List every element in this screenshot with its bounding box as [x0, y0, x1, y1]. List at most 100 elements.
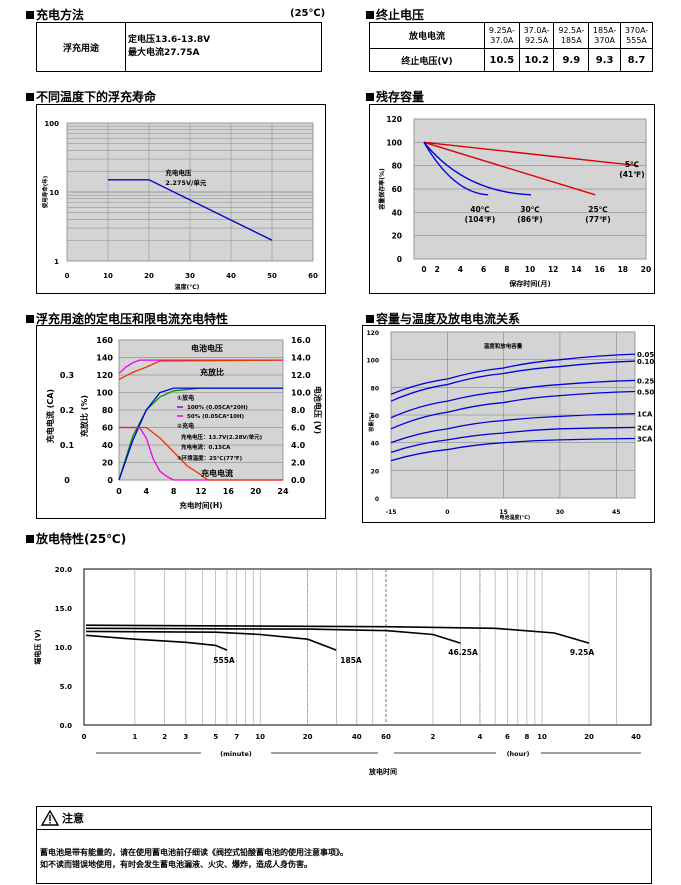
y-axis-label: 容量保存率(%) — [378, 168, 386, 211]
series-label: 3CA — [637, 436, 653, 444]
series-label: 0.50CA — [637, 388, 654, 396]
notice-title: 注意 — [62, 812, 84, 825]
y-volt-tick-label: 10.0 — [291, 389, 311, 398]
y-volt-tick-label: 12.0 — [291, 371, 311, 380]
x-tick-label: 6 — [481, 265, 486, 274]
series-label: (41℉) — [619, 170, 644, 179]
x-tick-label: 2 — [435, 265, 440, 274]
cutoff-voltage-cell: 8.7 — [620, 48, 653, 72]
cutoff-current-cell: 9.25A- 37.0A — [484, 22, 520, 49]
x-tick-label: 30 — [556, 509, 564, 516]
series-label: 5℃ — [625, 160, 639, 169]
x-axis-label: 电池温度(℃) — [500, 514, 531, 521]
x-tick-label: 18 — [618, 265, 628, 274]
charge-method-table: 浮充用途 定电压13.6-13.8V 最大电流27.75A — [36, 22, 322, 72]
series-label: 30℃ — [520, 205, 540, 214]
y-pct-axis-label: 充放比 (%) — [79, 395, 89, 437]
y-tick-label: 20 — [392, 232, 402, 241]
y-tick-label: 60 — [392, 185, 402, 194]
x-minute-tick-label: 5 — [213, 733, 218, 741]
life-series-line — [108, 179, 273, 241]
y-tick-label: 1 — [54, 258, 59, 266]
legend-entry: 充电电压：13.7V(2.28V/单元) — [181, 433, 263, 441]
float-life-title: 不同温度下的浮充寿命 — [26, 88, 156, 105]
cutoff-table: 放电电流 9.25A- 37.0A 37.0A- 92.5A 92.5A- 18… — [369, 22, 653, 72]
y-pct-tick-label: 20 — [102, 459, 114, 468]
notice-line-1: 蓄电池是带有能量的，请在使用蓄电池前仔细读《阀控式铅酸蓄电池的使用注意事项》。 — [40, 848, 348, 857]
cutoff-title: 终止电压 — [366, 6, 424, 23]
charge-series-line — [118, 359, 284, 380]
legend-entry: ③环境温度：25℃(77℉) — [177, 454, 243, 462]
y-pct-tick-label: 140 — [96, 354, 113, 363]
charge-method-values: 定电压13.6-13.8V 最大电流27.75A — [125, 22, 322, 72]
series-label: 0.05CA — [637, 351, 654, 359]
x-tick-label: 20 — [250, 487, 262, 496]
y-tick-label: 100 — [44, 120, 59, 128]
cutoff-voltage-cell: 9.9 — [553, 48, 590, 72]
cutoff-current-cell: 37.0A- 92.5A — [518, 22, 555, 49]
capacity-remaining-chart: 0 2 4 6 8 10 12 14 16 18 20020406080100120保存时间(月)容… — [378, 115, 651, 288]
capacity-temp-series-line — [390, 426, 636, 453]
y-volt-tick-label: 2.0 — [291, 459, 306, 468]
x-minute-tick-label: 40 — [352, 733, 362, 741]
y-volt-tick-label: 6.0 — [291, 424, 306, 433]
legend-entry: 100% (0.05CA*20H) — [187, 405, 248, 411]
y-tick-label: 0 — [397, 255, 402, 264]
x-tick-label: 16 — [594, 265, 604, 274]
x-tick-label: 12 — [195, 487, 206, 496]
x-tick-label: 16 — [223, 487, 235, 496]
y-tick-label: 5.0 — [60, 683, 73, 691]
x-tick-label: 0 — [116, 487, 122, 496]
series-label: 46.25A — [448, 648, 478, 657]
x-tick-label: 50 — [267, 272, 277, 280]
discharge-series-line — [85, 624, 590, 644]
x-hour-tick-label: 4 — [478, 733, 483, 741]
capacity-temp-series-line — [390, 379, 636, 419]
discharge-series-line — [85, 627, 461, 644]
cutoff-current-cell: 185A- 370A — [588, 22, 622, 49]
series-label: (77℉) — [585, 215, 610, 224]
discharge-current-label: 放电电流 — [369, 22, 485, 49]
series-label: 0.25CA — [637, 377, 654, 385]
y-tick-label: 120 — [366, 330, 379, 337]
plot-area — [83, 568, 652, 726]
charge-temp: (25℃) — [290, 8, 326, 19]
x-tick-label: 0 — [445, 509, 449, 516]
capacity-remaining-title: 残存容量 — [366, 88, 424, 105]
series-label: 185A — [340, 656, 362, 665]
charge-char-chart: 0 4 8 12 16 20 24 0 20 40 60 80 100 120 140 160 0.0 2.0 4.… — [45, 336, 323, 510]
square-bullet-icon — [366, 93, 374, 101]
charge-series-line — [119, 426, 283, 481]
x-axis-label: 保存时间(月) — [508, 279, 550, 288]
y-tick-label: 100 — [366, 358, 379, 365]
x-hour-tick-label: 40 — [631, 733, 641, 741]
capacity-temp-series-line — [390, 412, 636, 444]
x-axis-label: 放电时间 — [368, 767, 397, 776]
y-tick-label: 0 — [375, 496, 379, 503]
x-tick-label: 8 — [504, 265, 509, 274]
curve-label: 充放比 — [200, 367, 224, 377]
y-ca-tick-label: 0.2 — [60, 406, 74, 415]
series-label: 40℃ — [470, 205, 490, 214]
legend-entry: 50% (0.05CA*10H) — [187, 414, 245, 420]
x-minute-tick-label: 0 — [82, 733, 87, 741]
y-tick-label: 120 — [386, 115, 402, 124]
charge-series-line — [118, 359, 283, 374]
y-tick-label: 40 — [371, 441, 379, 448]
y-volt-tick-label: 0.0 — [291, 476, 306, 485]
x-minute-tick-label: 10 — [255, 733, 265, 741]
series-label: 555A — [213, 656, 235, 665]
y-axis-label: 端电压 (V) — [33, 629, 42, 664]
x-tick-label: 30 — [185, 272, 195, 280]
y-volt-tick-label: 16.0 — [291, 336, 311, 345]
y-tick-label: 40 — [392, 208, 402, 217]
y-volt-tick-label: 14.0 — [291, 354, 311, 363]
capacity-remaining-panel: 0 2 4 6 8 10 12 14 16 18 20 0 20 40 60 80 100 120 保存时间(月) 容… — [369, 104, 655, 294]
square-bullet-icon — [26, 315, 34, 323]
x-minute-tick-label: 1 — [132, 733, 137, 741]
capacity-temp-series-line — [390, 360, 636, 402]
cutoff-voltage-cell: 10.5 — [484, 48, 520, 72]
x-tick-label: 20 — [641, 265, 651, 274]
y-pct-tick-label: 160 — [96, 336, 113, 345]
square-bullet-icon — [366, 11, 374, 19]
